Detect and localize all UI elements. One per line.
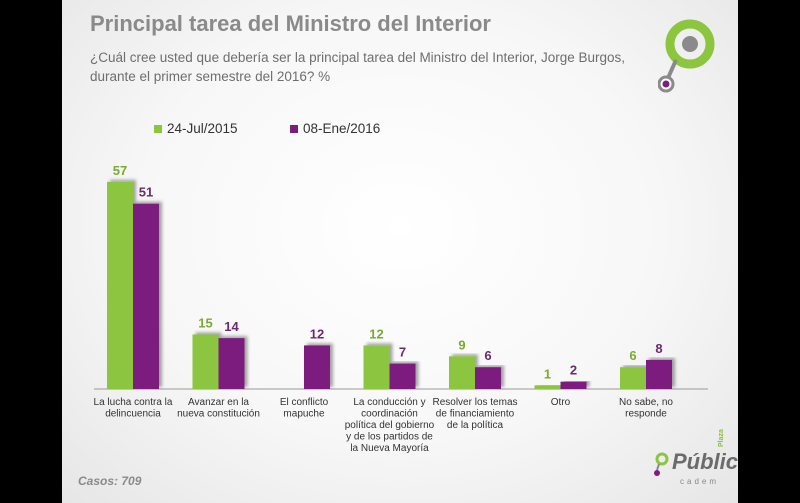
bar-series-1-6	[620, 367, 646, 389]
category-label-5: Otro	[551, 397, 571, 408]
data-label-series-1-5: 1	[544, 366, 551, 381]
category-label-3: La conducción y coordinación política del …	[345, 397, 435, 454]
data-label-series-1-3: 12	[369, 326, 383, 341]
bar-chart: 57 51 La lucha contra la delincuencia 15 14 Av…	[94, 163, 708, 454]
bar-series-1-5	[534, 385, 561, 389]
bar-series-1-4	[449, 356, 475, 389]
bar-series-2-2	[304, 345, 330, 389]
brand-subtitle: cadem	[680, 477, 720, 486]
bar-series-1-3	[363, 345, 390, 389]
data-label-series-1-0: 57	[113, 163, 127, 178]
data-label-series-2-0: 51	[139, 185, 153, 200]
brand-circle-logo-icon	[658, 19, 715, 93]
bar-series-1-1	[192, 334, 219, 389]
chart-subtitle: ¿Cuál cree usted que debería ser la prin…	[90, 50, 626, 84]
brand-dot-icon	[654, 452, 669, 476]
category-label-2: El conflicto mapuche	[280, 397, 329, 420]
legend-item-series-1: 24-Jul/2015	[154, 121, 238, 136]
data-label-series-2-2: 12	[310, 326, 324, 341]
bar-series-2-3	[389, 363, 416, 389]
legend-label-series-2: 08-Ene/2016	[303, 121, 381, 136]
bar-series-2-6	[646, 359, 672, 389]
category-label-4: Resolver los temas de financiamiento de la…	[432, 397, 517, 431]
data-label-series-2-5: 2	[570, 363, 577, 378]
sample-size-note: Casos: 709	[78, 474, 142, 488]
data-label-series-1-6: 6	[629, 348, 636, 363]
bar-series-2-1	[218, 338, 245, 389]
brand-plaza: Plaza	[718, 429, 725, 447]
brand-logo: Pública Plaza cadem	[654, 429, 738, 495]
category-label-1: Avanzar en la nueva constitución	[177, 397, 260, 420]
legend-swatch-series-2	[290, 125, 298, 134]
legend-label-series-1: 24-Jul/2015	[167, 121, 238, 136]
page-title: Principal tarea del Ministro del Interio…	[90, 11, 491, 36]
bar-series-2-0	[133, 203, 159, 389]
brand-name: Pública	[672, 449, 738, 474]
legend-item-series-2: 08-Ene/2016	[290, 121, 380, 136]
data-label-series-1-1: 15	[198, 316, 212, 331]
category-label-6: No sabe, no responde	[619, 397, 673, 420]
legend-swatch-series-1	[154, 125, 162, 134]
data-label-series-2-1: 14	[224, 319, 239, 334]
data-label-series-2-6: 8	[655, 341, 662, 356]
bar-series-2-4	[475, 367, 501, 389]
data-label-series-1-4: 9	[458, 337, 465, 352]
category-label-0: La lucha contra la delincuencia	[94, 397, 173, 420]
data-label-series-2-3: 7	[399, 345, 406, 360]
bar-series-2-5	[560, 381, 587, 389]
bar-series-1-0	[107, 181, 133, 389]
slide: Principal tarea del Ministro del Interio…	[62, 0, 738, 503]
data-label-series-2-4: 6	[484, 348, 491, 363]
